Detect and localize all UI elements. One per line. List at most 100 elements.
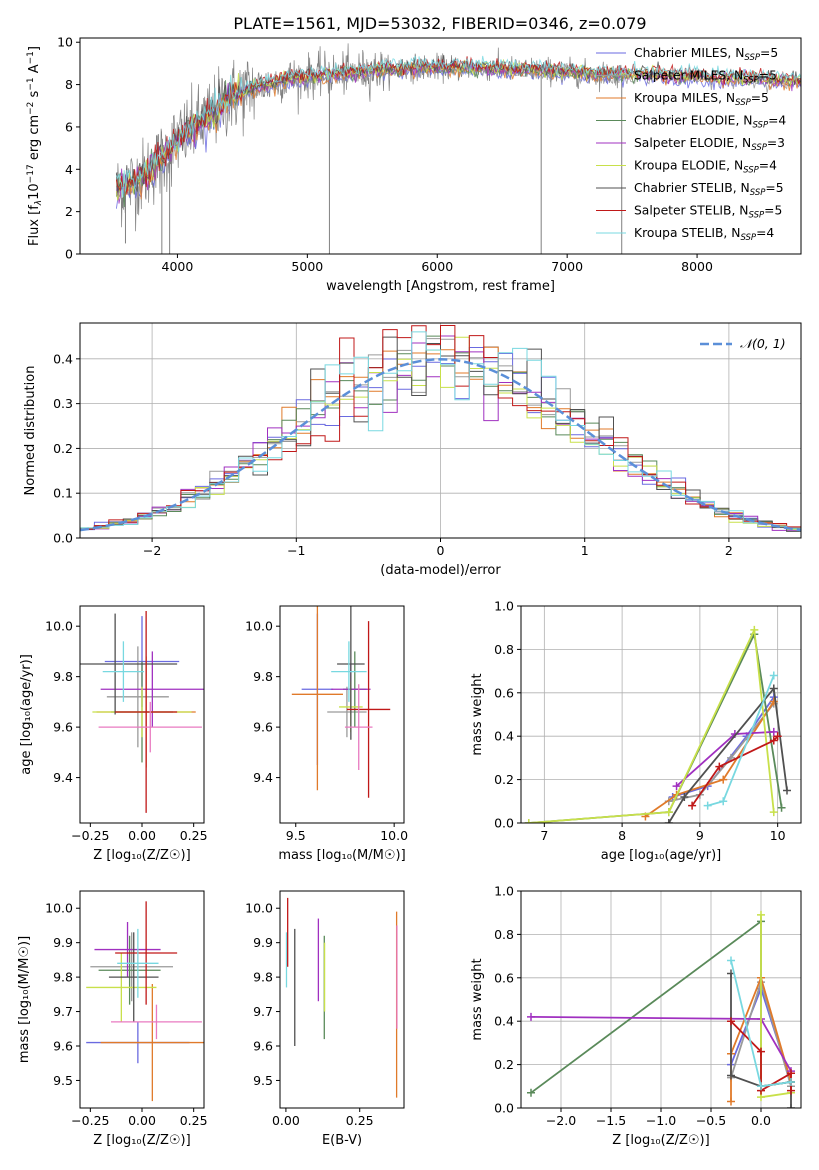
x-axis-label: E(B-V) xyxy=(322,1133,362,1148)
legend-eq: = xyxy=(767,136,777,150)
figure-title: PLATE=1561, MJD=53032, FIBERID=0346, z=0… xyxy=(233,14,646,33)
y-tick-label: 9.4 xyxy=(53,770,73,785)
x-tick-label: −0.25 xyxy=(71,1113,109,1128)
legend-entry: Kroupa MILES, NSSP=5 xyxy=(634,91,769,108)
legend-text: Chabrier MILES, N xyxy=(634,46,744,60)
y-tick-label: 9.8 xyxy=(53,970,73,985)
x-tick-label: 9.5 xyxy=(286,828,306,843)
y-tick-label: 4 xyxy=(65,162,73,177)
x-tick-label: 7 xyxy=(540,828,548,843)
weight-marker xyxy=(680,792,689,801)
axes-frame xyxy=(520,605,802,824)
weight-marker xyxy=(769,697,778,706)
y-axis-label: Normed distribution xyxy=(23,366,38,496)
legend-sub: SSP xyxy=(735,98,751,108)
legend-eq: = xyxy=(759,159,769,173)
y-tick-label: 9.6 xyxy=(53,1039,73,1054)
x-tick-label: 0.25 xyxy=(180,828,208,843)
x-tick-label: −1.5 xyxy=(596,1113,626,1128)
y-tick-label: 0.0 xyxy=(494,1101,514,1116)
y-axis-label: age [log₁₀(age/yr)] xyxy=(19,654,34,775)
x-tick-label: −0.25 xyxy=(71,828,109,843)
y-tick-label: 0.2 xyxy=(53,441,73,456)
y-tick-label: 10.0 xyxy=(245,901,273,916)
y-tick-label: 10.0 xyxy=(45,901,73,916)
legend-sub: SSP xyxy=(744,53,760,63)
legend-n: 5 xyxy=(770,46,778,60)
legend-n: 5 xyxy=(776,181,784,195)
y-tick-label: 0.4 xyxy=(494,729,514,744)
x-tick-label: 6000 xyxy=(421,259,453,274)
weight-series xyxy=(524,625,791,823)
ticks: 4000 5000 6000 7000 8000 0 2 4 6 8 10 xyxy=(57,35,713,274)
x-tick-label: 8000 xyxy=(681,259,713,274)
ticks: −0.25 0.00 0.25 9.5 9.6 9.7 9.8 9.9 10.0 xyxy=(45,901,207,1128)
y-tick-label: 9.7 xyxy=(53,1004,73,1019)
legend-label: 𝒩(0, 1) xyxy=(740,336,786,351)
axes-frame xyxy=(79,322,802,539)
y-tick-label: 0 xyxy=(65,247,73,262)
x-tick-label: −2 xyxy=(143,543,161,558)
axes-frame xyxy=(279,605,405,824)
y-tick-label: 9.5 xyxy=(53,1073,73,1088)
x-axis-label: wavelength [Angstrom, rest frame] xyxy=(326,279,555,294)
x-tick-label: 5000 xyxy=(291,259,323,274)
legend-text: Kroupa MILES, N xyxy=(634,91,735,105)
weight-marker xyxy=(727,1097,735,1106)
y-label-part: −17 xyxy=(26,164,36,183)
weight-line xyxy=(691,735,779,807)
x-tick-label: 0.00 xyxy=(128,828,156,843)
x-axis-label: mass [log₁₀(M/M☉)] xyxy=(278,848,405,863)
weight-marker xyxy=(783,786,791,795)
y-tick-label: 10.0 xyxy=(245,619,273,634)
y-tick-label: 9.6 xyxy=(53,720,73,735)
axes-0: 4000 5000 6000 7000 8000 0 2 4 6 8 10 wavelength [A… xyxy=(26,35,802,294)
y-tick-label: 0.6 xyxy=(494,685,514,700)
legend-n: 5 xyxy=(769,69,777,83)
plot-area xyxy=(115,43,801,254)
y-tick-label: 10 xyxy=(57,35,73,50)
axes-6: 0.00 0.25 9.5 9.6 9.7 9.8 9.9 10.0 E(B-V) xyxy=(245,890,405,1148)
weight-marker xyxy=(757,1082,765,1091)
weight-marker xyxy=(527,1088,535,1097)
y-axis-label: mass weight xyxy=(470,958,485,1040)
plot-area xyxy=(285,897,398,1098)
weight-marker xyxy=(719,797,728,806)
plot-area xyxy=(80,611,204,813)
y-tick-label: 8 xyxy=(65,77,73,92)
weight-marker xyxy=(769,808,778,817)
axes-3: 9.5 10.0 9.4 9.6 9.8 10.0 mass [log₁₀(M/M☉)] xyxy=(245,605,408,863)
y-tick-label: 0.3 xyxy=(53,396,73,411)
legend-text: Salpeter ELODIE, N xyxy=(634,136,751,150)
weight-marker xyxy=(777,803,786,812)
weight-marker xyxy=(727,1071,735,1080)
legend-text: Salpeter STELIB, N xyxy=(634,204,749,218)
y-tick-label: 0.1 xyxy=(53,486,73,501)
y-label-part: Flux [f xyxy=(27,205,42,246)
legend-eq: = xyxy=(764,204,774,218)
weight-line xyxy=(528,631,783,823)
legend-text: Chabrier ELODIE, N xyxy=(634,114,752,128)
y-label-part: −1 xyxy=(26,77,36,90)
y-tick-label: 9.6 xyxy=(253,720,273,735)
y-tick-label: 2 xyxy=(65,204,73,219)
y-label-part: ] xyxy=(27,46,42,51)
y-tick-label: 0.8 xyxy=(494,927,514,942)
legend-sub: SSP xyxy=(743,166,759,176)
y-tick-label: 1.0 xyxy=(494,884,514,899)
legend-entry: Kroupa ELODIE, NSSP=4 xyxy=(634,159,777,176)
x-tick-label: 0 xyxy=(437,543,445,558)
weight-marker xyxy=(787,1086,795,1095)
legend-n: 3 xyxy=(777,136,785,150)
y-tick-label: 9.9 xyxy=(53,935,73,950)
model-spectrum-kroupa_stelib xyxy=(115,55,801,198)
y-tick-label: 0.4 xyxy=(53,351,73,366)
legend-eq: = xyxy=(751,91,761,105)
legend-eq: = xyxy=(765,181,775,195)
x-axis-label: Z [log₁₀(Z/Z☉)] xyxy=(93,848,190,863)
y-tick-label: 0.4 xyxy=(494,1014,514,1029)
legend-sub: SSP xyxy=(752,121,768,131)
y-tick-label: 9.9 xyxy=(253,935,273,950)
weight-line xyxy=(668,686,788,823)
